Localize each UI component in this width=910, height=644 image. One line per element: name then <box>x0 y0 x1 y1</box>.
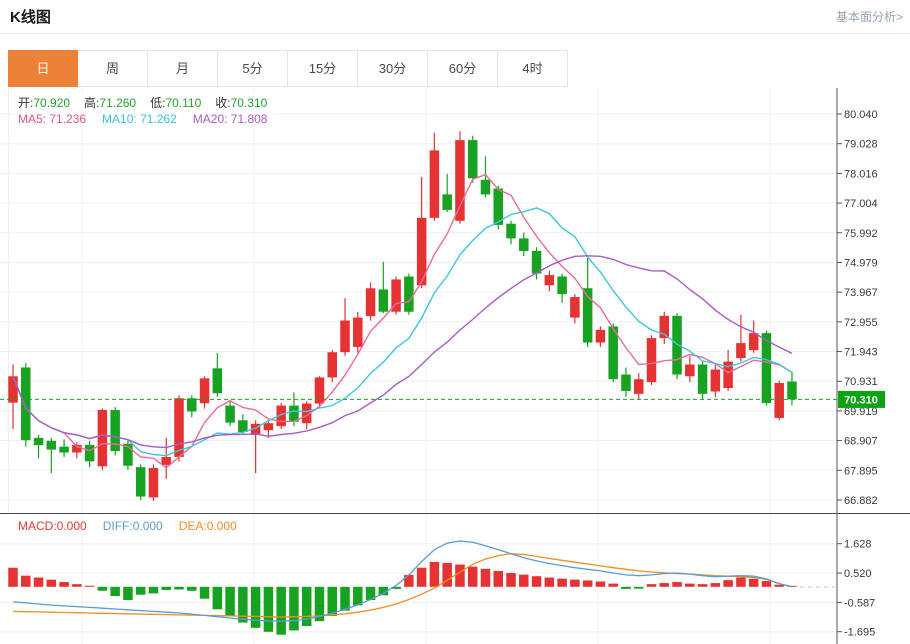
macd-axis: 1.628 0.520 -0.587 -1.695 <box>836 513 875 644</box>
svg-text:-1.695: -1.695 <box>844 627 875 639</box>
macd-readout: MACD:0.000 DIFF:0.000 DEA:0.000 <box>18 519 243 533</box>
macd-histogram <box>8 561 797 635</box>
svg-text:66.882: 66.882 <box>844 495 878 507</box>
svg-text:1.628: 1.628 <box>844 539 872 551</box>
tab-15分[interactable]: 15分 <box>288 50 358 87</box>
tab-日[interactable]: 日 <box>8 50 78 87</box>
tab-月[interactable]: 月 <box>148 50 218 87</box>
svg-text:74.979: 74.979 <box>844 257 878 269</box>
ma-readout: MA5: 71.236 MA10: 71.262 MA20: 71.808 <box>18 112 274 126</box>
svg-text:0.520: 0.520 <box>844 568 872 580</box>
ohlc-readout: 开:70.920 高:71.260 低:70.110 收:70.310 <box>18 94 288 111</box>
ma20-value: MA20: 71.808 <box>192 112 268 126</box>
interval-tabs: 日周月 5分 15分 30分 60分 4时 <box>8 50 568 87</box>
tab-周[interactable]: 周 <box>78 50 148 87</box>
svg-text:73.967: 73.967 <box>844 287 878 299</box>
diff-value: DIFF:0.000 <box>102 519 163 533</box>
svg-text:79.028: 79.028 <box>844 139 878 151</box>
tab-30分[interactable]: 30分 <box>358 50 428 87</box>
svg-text:75.992: 75.992 <box>844 228 878 240</box>
price-axis: 80.040 79.028 78.016 77.004 75.992 74.979 73.9… <box>836 88 878 513</box>
svg-text:80.040: 80.040 <box>844 109 878 121</box>
kline-chart-panel[interactable]: 80.040 79.028 78.016 77.004 75.992 74.979 73.9… <box>0 88 910 513</box>
open-label: 开: <box>18 96 34 110</box>
macd-panel[interactable]: 1.628 0.520 -0.587 -1.695 MACD:0.000 DIFF:0.… <box>0 513 910 644</box>
header-divider <box>0 33 910 34</box>
fundamental-analysis-link[interactable]: 基本面分析> <box>835 10 903 24</box>
macd-value: MACD:0.000 <box>18 519 87 533</box>
svg-text:70.931: 70.931 <box>844 376 878 388</box>
close-value: 70.310 <box>230 96 268 110</box>
open-value: 70.920 <box>33 96 71 110</box>
svg-text:70.310: 70.310 <box>844 394 878 406</box>
dea-line <box>12 553 793 618</box>
svg-text:78.016: 78.016 <box>844 168 878 180</box>
high-label: 高: <box>84 96 100 110</box>
svg-text:77.004: 77.004 <box>844 198 878 210</box>
low-label: 低: <box>150 96 166 110</box>
current-price-tag: 70.310 <box>838 390 885 408</box>
tab-5分[interactable]: 5分 <box>218 50 288 87</box>
high-value: 71.260 <box>99 96 137 110</box>
svg-text:69.919: 69.919 <box>844 406 878 418</box>
ma5-value: MA5: 71.236 <box>18 112 87 126</box>
ma10-value: MA10: 71.262 <box>102 112 177 126</box>
page-title: K线图 <box>10 9 51 26</box>
svg-text:72.955: 72.955 <box>844 317 878 329</box>
svg-text:68.907: 68.907 <box>844 436 878 448</box>
tab-60分[interactable]: 60分 <box>428 50 498 87</box>
low-value: 70.110 <box>165 96 202 110</box>
ma20-line <box>12 255 793 449</box>
svg-text:67.895: 67.895 <box>844 465 878 477</box>
tab-4时[interactable]: 4时 <box>498 50 568 87</box>
candlestick-plot[interactable]: 80.040 79.028 78.016 77.004 75.992 74.979 73.9… <box>0 88 910 513</box>
svg-text:71.943: 71.943 <box>844 347 878 359</box>
svg-text:-0.587: -0.587 <box>844 597 875 609</box>
dea-value: DEA:0.000 <box>178 519 237 533</box>
diff-line <box>12 540 793 622</box>
candles <box>8 131 797 501</box>
ma5-line <box>12 173 793 469</box>
macd-plot[interactable]: 1.628 0.520 -0.587 -1.695 <box>0 513 910 644</box>
close-label: 收: <box>215 96 231 110</box>
ma10-line <box>12 207 793 457</box>
